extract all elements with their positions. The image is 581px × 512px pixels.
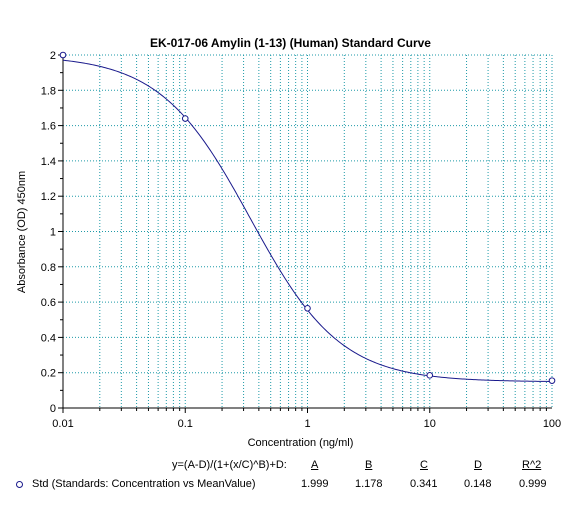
legend-value-b: 1.178 — [355, 478, 383, 490]
data-point — [59, 51, 67, 59]
legend-value-c: 0.341 — [410, 478, 438, 490]
chart-title: EK-017-06 Amylin (1-13) (Human) Standard… — [150, 36, 431, 50]
x-tick-label: 10 — [424, 418, 436, 430]
legend-header-c: C — [420, 459, 428, 471]
legend-series-label: Std (Standards: Concentration vs MeanVal… — [32, 478, 256, 490]
y-tick-label: 1 — [50, 227, 56, 239]
data-point — [426, 372, 434, 379]
legend-header-d: D — [474, 459, 482, 471]
legend-value-a: 1.999 — [301, 478, 329, 490]
y-tick-label: 2 — [50, 50, 56, 62]
x-tick-label: 100 — [543, 418, 561, 430]
x-axis-title: Concentration (ng/ml) — [247, 437, 354, 449]
x-tick-label: 0.01 — [52, 418, 73, 430]
y-tick-label: 1.8 — [41, 85, 56, 97]
legend-value-r2: 0.999 — [519, 478, 547, 490]
y-tick-label: 0.2 — [41, 368, 56, 380]
legend-value-d: 0.148 — [464, 478, 492, 490]
data-point — [304, 304, 311, 312]
axes — [58, 54, 552, 413]
legend: y=(A-D)/(1+(x/C)^B)+D: A B C D R^2 Std (… — [0, 459, 581, 499]
fit-equation: y=(A-D)/(1+(x/C)^B)+D: — [172, 459, 287, 471]
data-point — [548, 377, 556, 384]
x-tick-label: 1 — [304, 418, 310, 430]
data-points — [59, 51, 556, 384]
x-tick-label: 0.1 — [178, 418, 193, 430]
y-axis-title: Absorbance (OD) 450nm — [16, 170, 28, 294]
y-tick-label: 0.8 — [41, 262, 56, 274]
y-tick-label: 0.4 — [41, 332, 56, 344]
legend-marker-icon — [16, 481, 23, 488]
y-tick-label: 1.4 — [41, 156, 56, 168]
legend-header-a: A — [311, 459, 319, 471]
y-tick-label: 1.2 — [41, 191, 56, 203]
legend-header-r2: R^2 — [522, 459, 542, 471]
y-tick-label: 1.6 — [41, 121, 56, 133]
legend-header-b: B — [365, 459, 373, 471]
y-tick-label: 0.6 — [41, 297, 56, 309]
y-tick-label: 0 — [50, 403, 56, 415]
grid-lines — [62, 54, 553, 409]
data-point — [181, 115, 189, 122]
tick-labels: 0.01 0.1 1 10 100 0 0.2 0.4 0.6 0.8 1 1.2 1.4 1.6 1.8 2 — [41, 50, 561, 430]
